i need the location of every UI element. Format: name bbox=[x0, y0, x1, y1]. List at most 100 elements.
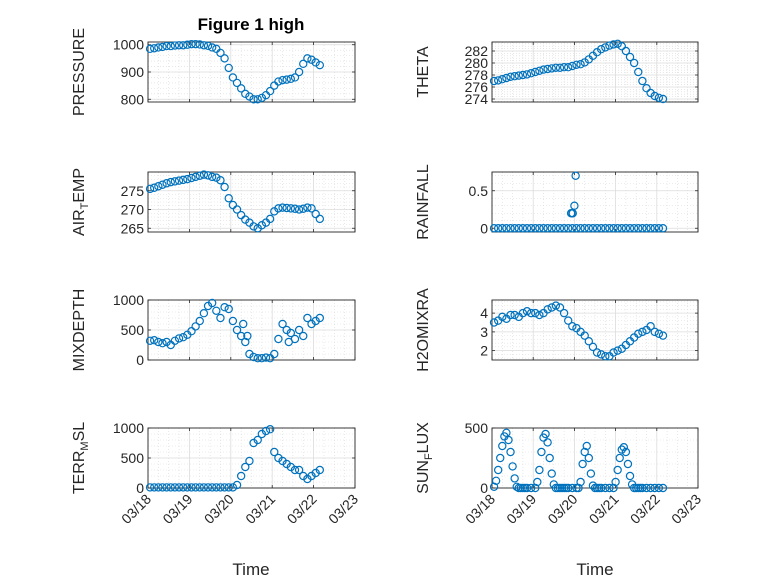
data-point bbox=[491, 476, 501, 485]
data-point bbox=[654, 224, 664, 233]
data-point bbox=[543, 64, 552, 74]
chart-panel-1: 800 900 1000 PRESSURE bbox=[71, 28, 356, 116]
y-axis-label: RAINFALL bbox=[415, 164, 432, 240]
data-point bbox=[290, 73, 300, 82]
data-point bbox=[531, 308, 540, 318]
data-point bbox=[506, 447, 515, 457]
data-point bbox=[274, 77, 283, 86]
data-point bbox=[601, 224, 610, 233]
data-point bbox=[253, 95, 262, 104]
data-point bbox=[199, 170, 209, 179]
data-point bbox=[191, 483, 200, 492]
data-point bbox=[586, 469, 596, 478]
y-tick-label: 900 bbox=[121, 64, 145, 80]
data-point bbox=[224, 483, 233, 492]
data-point bbox=[615, 453, 624, 463]
data-point bbox=[489, 224, 499, 233]
data-point bbox=[506, 224, 515, 233]
data-point bbox=[236, 471, 246, 481]
chart-panel-4: 0 0.5 RAINFALL bbox=[415, 164, 699, 240]
data-point bbox=[551, 224, 561, 233]
data-point bbox=[220, 483, 229, 492]
data-point bbox=[506, 310, 515, 320]
data-point bbox=[634, 224, 643, 233]
data-point bbox=[253, 435, 262, 445]
data-point bbox=[166, 177, 175, 187]
data-point bbox=[584, 453, 594, 463]
data-point bbox=[203, 171, 213, 180]
data-point bbox=[170, 336, 180, 345]
data-point bbox=[613, 465, 622, 475]
data-point bbox=[654, 329, 664, 338]
data-point bbox=[315, 214, 325, 224]
x-tick-label: 03/20 bbox=[544, 491, 580, 527]
data-point bbox=[646, 224, 655, 233]
data-point bbox=[535, 66, 544, 76]
data-point bbox=[315, 313, 325, 323]
data-point bbox=[539, 224, 548, 233]
x-tick-label: 03/20 bbox=[201, 491, 237, 527]
data-point bbox=[580, 331, 589, 340]
y-tick-label: 0 bbox=[136, 480, 144, 496]
data-point bbox=[596, 45, 606, 54]
data-point bbox=[245, 456, 254, 466]
data-point bbox=[241, 462, 250, 472]
data-point bbox=[601, 483, 610, 493]
data-point bbox=[646, 322, 655, 331]
data-point bbox=[154, 337, 163, 347]
data-point bbox=[232, 480, 242, 490]
data-point bbox=[493, 465, 503, 475]
data-point bbox=[555, 63, 565, 73]
data-point bbox=[150, 44, 159, 53]
data-point bbox=[650, 483, 659, 493]
data-point bbox=[568, 224, 577, 233]
data-point bbox=[601, 352, 610, 361]
data-point bbox=[526, 483, 536, 493]
y-axis-label: TERRMSL bbox=[71, 422, 91, 494]
data-point bbox=[634, 329, 643, 338]
figure-title: Figure 1 high bbox=[198, 15, 305, 34]
y-tick-label: 500 bbox=[465, 420, 489, 436]
data-point bbox=[514, 71, 523, 80]
data-point bbox=[307, 204, 316, 213]
axes-box bbox=[491, 299, 699, 361]
data-point bbox=[654, 93, 664, 103]
data-point bbox=[241, 337, 250, 347]
data-point bbox=[650, 91, 659, 101]
y-tick-label: 275 bbox=[121, 183, 145, 199]
data-point bbox=[609, 483, 618, 493]
data-point bbox=[518, 70, 528, 80]
data-point bbox=[265, 425, 275, 434]
y-tick-label: 3 bbox=[480, 324, 488, 340]
data-point bbox=[174, 483, 184, 492]
data-point bbox=[170, 41, 180, 50]
data-point bbox=[580, 224, 589, 233]
data-point bbox=[278, 75, 287, 85]
data-point bbox=[178, 175, 188, 185]
data-point bbox=[605, 483, 614, 493]
y-tick-label: 1000 bbox=[113, 420, 144, 436]
data-point bbox=[559, 224, 569, 233]
data-point bbox=[232, 325, 242, 335]
x-tick-label: 03/18 bbox=[118, 491, 154, 527]
data-point bbox=[588, 224, 598, 233]
data-point bbox=[224, 194, 233, 203]
data-point bbox=[195, 40, 204, 49]
data-point bbox=[514, 224, 523, 233]
data-point bbox=[299, 59, 308, 69]
y-axis-label: SUNFLUX bbox=[415, 422, 435, 494]
y-tick-label: 1000 bbox=[113, 292, 144, 308]
chart-panel-5: 0 500 1000 MIXDEPTH bbox=[71, 289, 356, 371]
data-point bbox=[290, 465, 300, 475]
data-point bbox=[158, 483, 167, 492]
data-point bbox=[195, 171, 204, 180]
data-point bbox=[504, 435, 513, 445]
data-point bbox=[216, 483, 225, 492]
data-point bbox=[642, 483, 651, 493]
data-point bbox=[621, 224, 631, 233]
data-point bbox=[270, 447, 279, 457]
data-point bbox=[203, 41, 213, 51]
data-point bbox=[265, 214, 275, 224]
data-point bbox=[559, 62, 569, 72]
